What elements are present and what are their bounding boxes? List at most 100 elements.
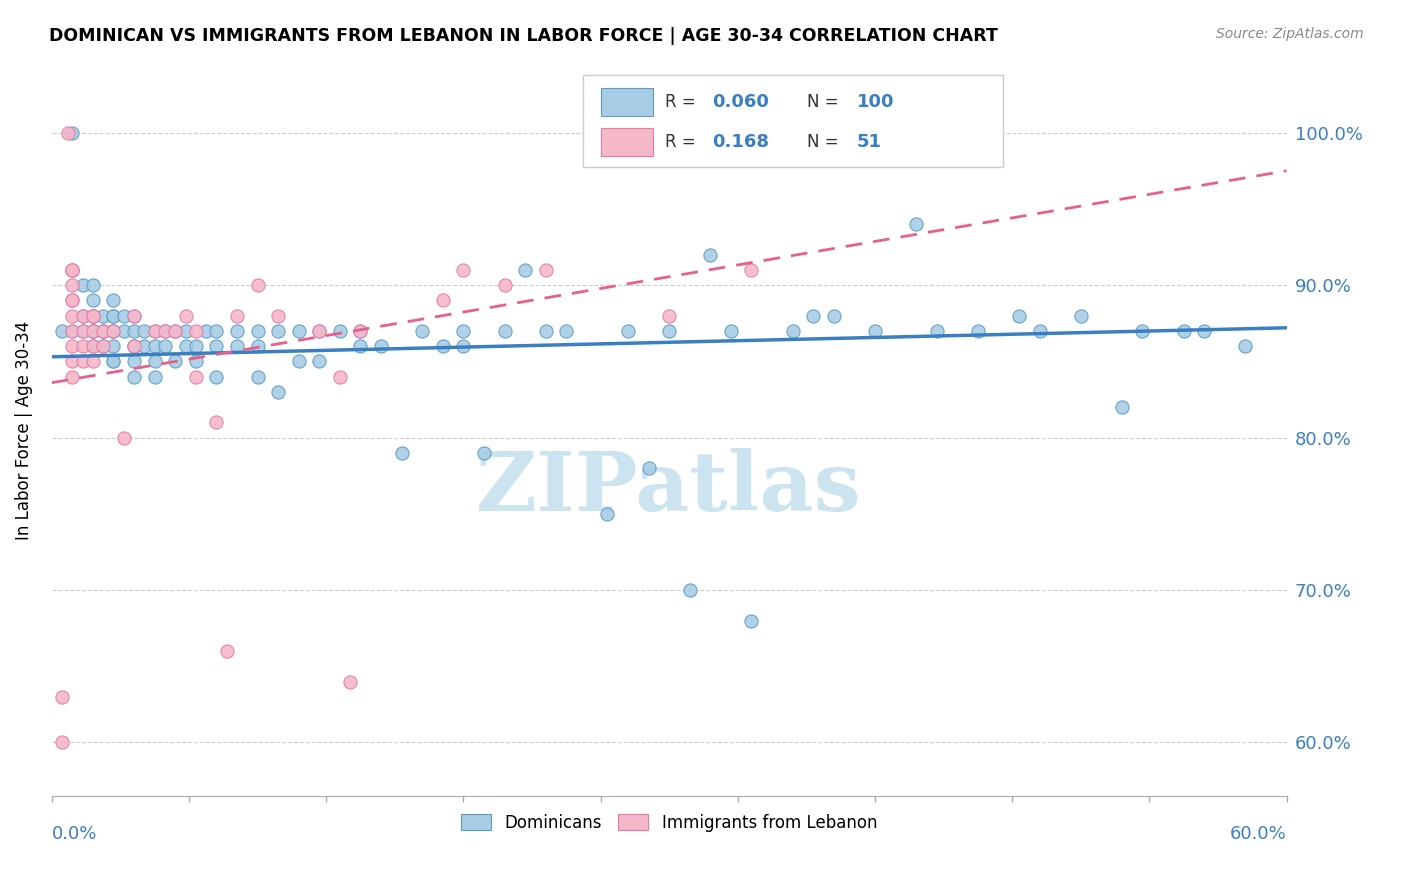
Point: [91, 339, 114, 353]
Point: [82, 309, 104, 323]
Point: [534, 263, 557, 277]
Point: [494, 324, 516, 338]
Point: [82, 339, 104, 353]
Point: [60, 263, 83, 277]
Point: [60, 263, 83, 277]
Point: [60, 293, 83, 308]
Point: [925, 324, 948, 338]
Point: [1008, 309, 1031, 323]
Point: [246, 324, 269, 338]
Text: 0.060: 0.060: [713, 94, 769, 112]
Point: [122, 309, 145, 323]
Point: [215, 644, 238, 658]
Point: [134, 339, 156, 353]
Point: [349, 324, 371, 338]
Point: [513, 263, 536, 277]
Point: [143, 339, 166, 353]
Point: [1192, 324, 1215, 338]
Point: [823, 309, 845, 323]
Point: [658, 324, 681, 338]
Point: [226, 339, 249, 353]
Point: [339, 674, 361, 689]
Point: [60, 339, 83, 353]
Point: [349, 324, 371, 338]
Point: [51, 690, 73, 704]
Point: [153, 324, 176, 338]
Point: [267, 324, 290, 338]
Point: [596, 507, 619, 521]
Point: [165, 354, 187, 368]
Point: [246, 278, 269, 293]
Text: 0.0%: 0.0%: [52, 825, 97, 843]
Point: [91, 309, 114, 323]
Point: [782, 324, 804, 338]
Point: [349, 339, 371, 353]
Point: [122, 354, 145, 368]
Point: [91, 324, 114, 338]
Point: [905, 217, 928, 231]
Point: [267, 384, 290, 399]
Legend: Dominicans, Immigrants from Lebanon: Dominicans, Immigrants from Lebanon: [454, 807, 884, 838]
Point: [153, 339, 176, 353]
Point: [122, 339, 145, 353]
Point: [51, 324, 73, 338]
Point: [453, 263, 475, 277]
Point: [165, 324, 187, 338]
Text: Source: ZipAtlas.com: Source: ZipAtlas.com: [1216, 27, 1364, 41]
Text: 51: 51: [856, 133, 882, 151]
Point: [103, 324, 125, 338]
Text: 0.168: 0.168: [713, 133, 769, 151]
Point: [122, 339, 145, 353]
Point: [1111, 400, 1133, 414]
Point: [863, 324, 886, 338]
Point: [143, 324, 166, 338]
Point: [925, 126, 948, 140]
Point: [453, 324, 475, 338]
Point: [205, 339, 228, 353]
Point: [555, 324, 578, 338]
Point: [72, 324, 94, 338]
Point: [82, 278, 104, 293]
Text: 100: 100: [856, 94, 894, 112]
Point: [174, 339, 197, 353]
Point: [801, 309, 824, 323]
Point: [740, 614, 762, 628]
Point: [60, 293, 83, 308]
Point: [60, 126, 83, 140]
Point: [60, 309, 83, 323]
Point: [308, 324, 330, 338]
Point: [740, 263, 762, 277]
Point: [82, 324, 104, 338]
Point: [1173, 324, 1195, 338]
Point: [184, 324, 207, 338]
Point: [60, 354, 83, 368]
Point: [112, 324, 135, 338]
Point: [1070, 309, 1092, 323]
Point: [91, 339, 114, 353]
Point: [122, 369, 145, 384]
Point: [91, 324, 114, 338]
Point: [103, 354, 125, 368]
Point: [82, 324, 104, 338]
Point: [82, 354, 104, 368]
Point: [432, 339, 454, 353]
Point: [174, 324, 197, 338]
Point: [391, 446, 413, 460]
Point: [1132, 324, 1154, 338]
Point: [82, 293, 104, 308]
Point: [103, 293, 125, 308]
Point: [174, 309, 197, 323]
Point: [411, 324, 433, 338]
Point: [966, 324, 988, 338]
Point: [165, 324, 187, 338]
FancyBboxPatch shape: [582, 75, 1002, 167]
Point: [287, 324, 309, 338]
Point: [1234, 339, 1257, 353]
Point: [60, 263, 83, 277]
Point: [82, 339, 104, 353]
Point: [195, 324, 218, 338]
Text: N =: N =: [807, 94, 845, 112]
Text: ZIPatlas: ZIPatlas: [477, 449, 862, 528]
Point: [82, 309, 104, 323]
Point: [637, 461, 659, 475]
